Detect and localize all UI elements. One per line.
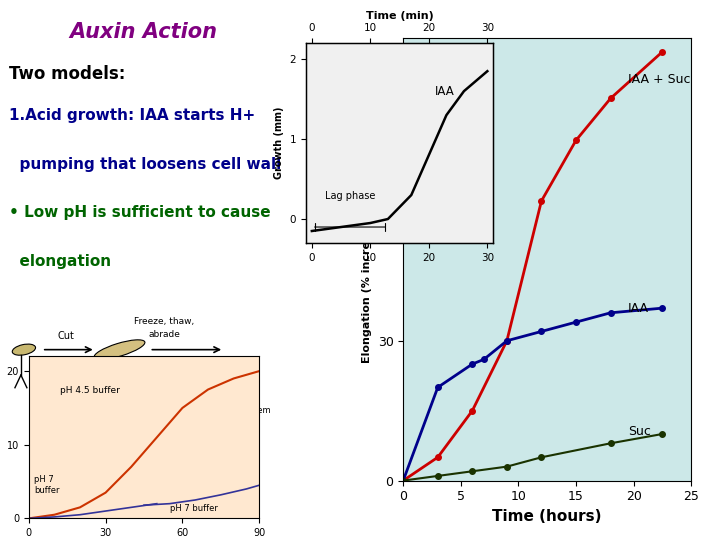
Text: Suc: Suc [628, 425, 651, 438]
Text: abrade: abrade [148, 330, 180, 339]
X-axis label: Time (hours): Time (hours) [492, 509, 602, 524]
Text: IAA: IAA [628, 302, 649, 315]
Y-axis label: Length (%): Length (%) [0, 410, 1, 464]
Text: Freeze-thawed stem: Freeze-thawed stem [185, 406, 271, 415]
Text: Two models:: Two models: [9, 65, 125, 83]
Text: Lag phase: Lag phase [325, 192, 375, 201]
Text: pH 7
buffer: pH 7 buffer [34, 475, 60, 495]
Text: pH 4.5 buffer: pH 4.5 buffer [60, 386, 120, 395]
Text: IAA + Suc: IAA + Suc [628, 73, 690, 86]
Text: Freeze, thaw,: Freeze, thaw, [134, 318, 194, 326]
Text: 1.Acid growth: IAA starts H+: 1.Acid growth: IAA starts H+ [9, 108, 255, 123]
X-axis label: Time (min): Time (min) [366, 11, 433, 21]
Ellipse shape [195, 377, 253, 408]
Text: 90: 90 [336, 53, 351, 66]
Y-axis label: Growth (mm): Growth (mm) [274, 107, 284, 179]
Y-axis label: Elongation (% increase in length): Elongation (% increase in length) [362, 155, 372, 363]
Text: Cut: Cut [58, 332, 74, 341]
Ellipse shape [94, 340, 145, 360]
Text: Auxin Action: Auxin Action [69, 22, 217, 42]
Text: IAA: IAA [435, 85, 454, 98]
Text: pH 7 buffer: pH 7 buffer [170, 504, 217, 513]
Text: pumping that loosens cell wall: pumping that loosens cell wall [9, 157, 282, 172]
Text: elongation: elongation [9, 254, 111, 269]
Ellipse shape [12, 344, 35, 355]
Text: • Low pH is sufficient to cause: • Low pH is sufficient to cause [9, 205, 271, 220]
